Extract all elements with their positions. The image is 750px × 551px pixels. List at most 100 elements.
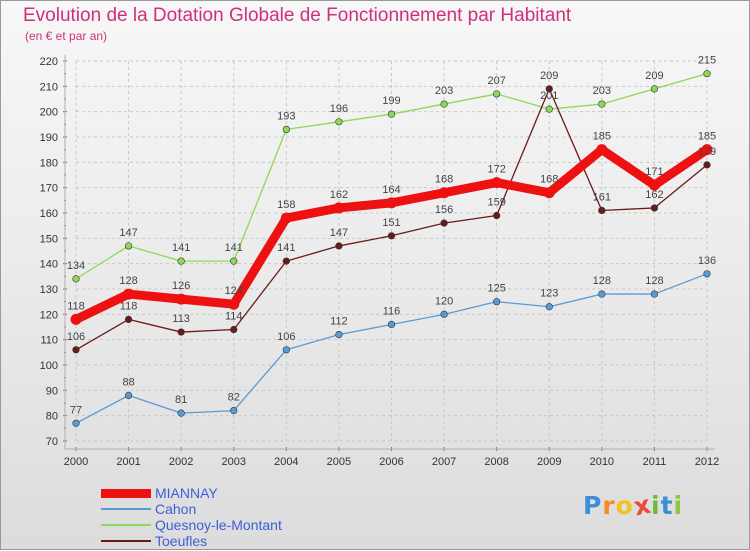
y-tick-label: 90 xyxy=(46,385,58,397)
x-tick-label: 2012 xyxy=(695,456,719,468)
data-label-toeufles: 118 xyxy=(120,300,138,312)
data-point-quesnoy-le-montant xyxy=(703,70,711,78)
y-tick-label: 130 xyxy=(40,284,58,296)
data-label-toeufles: 209 xyxy=(540,70,558,82)
data-label-cahon: 136 xyxy=(698,255,716,267)
data-point-cahon xyxy=(703,270,711,278)
y-tick-label: 170 xyxy=(40,183,58,195)
data-label-miannay: 172 xyxy=(487,164,505,176)
data-point-miannay xyxy=(543,187,555,199)
x-tick-label: 2011 xyxy=(643,456,667,468)
y-tick-label: 190 xyxy=(40,132,58,144)
legend-label: Quesnoy-le-Montant xyxy=(155,517,282,533)
data-label-toeufles: 179 xyxy=(698,146,716,158)
data-point-cahon xyxy=(387,320,396,329)
data-label-quesnoy-le-montant: 203 xyxy=(593,85,611,97)
x-tick-label: 2005 xyxy=(327,456,351,468)
data-label-cahon: 88 xyxy=(122,376,134,388)
legend-swatch xyxy=(101,508,151,510)
y-tick-label: 220 xyxy=(40,56,58,68)
data-point-quesnoy-le-montant xyxy=(545,105,553,113)
data-point-miannay xyxy=(333,202,345,214)
data-label-toeufles: 162 xyxy=(645,189,663,201)
data-label-cahon: 112 xyxy=(330,316,348,328)
data-point-toeufles xyxy=(177,328,185,336)
data-point-toeufles xyxy=(440,219,448,227)
data-label-cahon: 106 xyxy=(277,331,295,343)
x-tick-label: 2008 xyxy=(484,456,508,468)
chart-legend: MIANNAY Cahon Quesnoy-le-Montant Toeufles xyxy=(101,485,282,549)
x-tick-label: 2007 xyxy=(432,456,456,468)
y-tick-label: 70 xyxy=(46,436,58,448)
chart-title: Evolution de la Dotation Globale de Fonc… xyxy=(23,5,572,26)
data-label-miannay: 168 xyxy=(540,174,558,186)
y-tick-label: 150 xyxy=(40,233,58,245)
data-point-cahon xyxy=(177,409,185,417)
data-label-toeufles: 141 xyxy=(277,242,295,254)
data-label-quesnoy-le-montant: 209 xyxy=(645,70,663,82)
data-point-quesnoy-le-montant xyxy=(335,118,343,126)
data-label-miannay: 118 xyxy=(67,300,85,312)
data-label-toeufles: 147 xyxy=(330,227,348,239)
logo-letter: i xyxy=(651,491,661,520)
data-label-toeufles: 156 xyxy=(435,204,453,216)
data-point-miannay xyxy=(701,144,713,156)
data-label-quesnoy-le-montant: 199 xyxy=(382,95,400,107)
data-label-miannay: 164 xyxy=(382,184,400,196)
data-point-toeufles xyxy=(72,346,80,354)
data-point-toeufles xyxy=(493,211,501,220)
y-tick-label: 80 xyxy=(46,411,58,423)
data-label-miannay: 128 xyxy=(119,275,137,287)
data-label-miannay: 162 xyxy=(330,189,348,201)
y-tick-label: 140 xyxy=(40,259,58,271)
logo-letter: i xyxy=(673,491,684,520)
data-point-miannay xyxy=(648,179,660,191)
data-label-toeufles: 106 xyxy=(67,331,85,343)
data-label-cahon: 128 xyxy=(645,275,663,287)
data-point-miannay xyxy=(175,293,187,305)
data-label-toeufles: 113 xyxy=(172,313,190,325)
data-label-miannay: 168 xyxy=(435,174,453,186)
y-tick-label: 160 xyxy=(40,208,58,220)
legend-swatch xyxy=(101,540,151,542)
data-point-cahon xyxy=(598,290,606,298)
data-label-toeufles: 161 xyxy=(593,191,611,203)
legend-label: Cahon xyxy=(155,501,197,517)
data-point-quesnoy-le-montant xyxy=(650,85,659,93)
data-point-quesnoy-le-montant xyxy=(124,242,133,250)
data-point-quesnoy-le-montant xyxy=(72,275,80,283)
data-label-cahon: 128 xyxy=(593,275,611,287)
data-point-quesnoy-le-montant xyxy=(598,100,606,108)
data-point-quesnoy-le-montant xyxy=(177,257,185,265)
x-tick-label: 2006 xyxy=(379,456,403,468)
data-label-quesnoy-le-montant: 203 xyxy=(435,85,453,97)
legend-item: Toeufles xyxy=(101,533,282,549)
data-label-cahon: 77 xyxy=(70,404,82,416)
data-point-cahon xyxy=(440,310,448,318)
data-label-quesnoy-le-montant: 147 xyxy=(119,227,137,239)
legend-label: MIANNAY xyxy=(155,485,218,501)
data-point-toeufles xyxy=(703,161,711,169)
data-label-cahon: 123 xyxy=(540,288,558,300)
data-label-miannay: 171 xyxy=(645,166,663,178)
data-label-cahon: 125 xyxy=(487,283,505,295)
data-point-cahon xyxy=(650,290,659,298)
legend-item: Cahon xyxy=(101,501,282,517)
data-point-quesnoy-le-montant xyxy=(440,100,448,108)
data-point-cahon xyxy=(72,419,80,427)
x-tick-label: 2002 xyxy=(169,456,193,468)
data-point-quesnoy-le-montant xyxy=(230,257,238,265)
logo-letter: r xyxy=(602,491,616,520)
logo-letter: o xyxy=(615,491,634,520)
data-label-quesnoy-le-montant: 201 xyxy=(540,90,558,102)
data-point-toeufles xyxy=(230,325,238,334)
y-tick-label: 110 xyxy=(40,335,58,347)
data-point-miannay xyxy=(280,212,292,224)
data-label-miannay: 126 xyxy=(172,280,190,292)
data-label-miannay: 185 xyxy=(593,131,611,143)
data-label-quesnoy-le-montant: 196 xyxy=(330,103,348,115)
data-point-cahon xyxy=(124,391,133,400)
data-label-toeufles: 114 xyxy=(225,311,243,323)
